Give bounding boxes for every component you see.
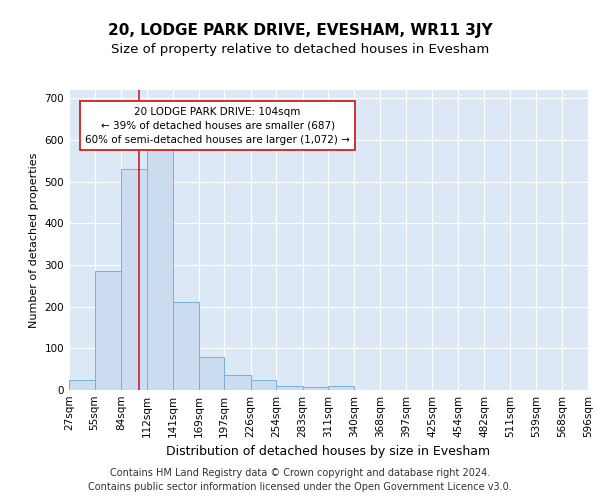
Bar (276, 386, 302, 390)
Text: 20 LODGE PARK DRIVE: 104sqm
← 39% of detached houses are smaller (687)
60% of se: 20 LODGE PARK DRIVE: 104sqm ← 39% of det… (85, 106, 350, 144)
Bar (146, 146, 173, 390)
Text: Contains HM Land Registry data © Crown copyright and database right 2024.: Contains HM Land Registry data © Crown c… (110, 468, 490, 477)
Bar (328, 386, 355, 390)
Bar (121, 169, 146, 390)
Text: 20, LODGE PARK DRIVE, EVESHAM, WR11 3JY: 20, LODGE PARK DRIVE, EVESHAM, WR11 3JY (107, 22, 493, 38)
Y-axis label: Number of detached properties: Number of detached properties (29, 152, 39, 328)
Bar (173, 302, 199, 390)
X-axis label: Distribution of detached houses by size in Evesham: Distribution of detached houses by size … (166, 446, 491, 458)
Text: Contains public sector information licensed under the Open Government Licence v3: Contains public sector information licen… (88, 482, 512, 492)
Bar (199, 356, 224, 390)
Bar (224, 374, 251, 390)
Bar (95, 271, 121, 390)
Bar (302, 386, 328, 390)
Text: Size of property relative to detached houses in Evesham: Size of property relative to detached ho… (111, 42, 489, 56)
Bar (251, 380, 276, 390)
Bar (69, 380, 95, 390)
